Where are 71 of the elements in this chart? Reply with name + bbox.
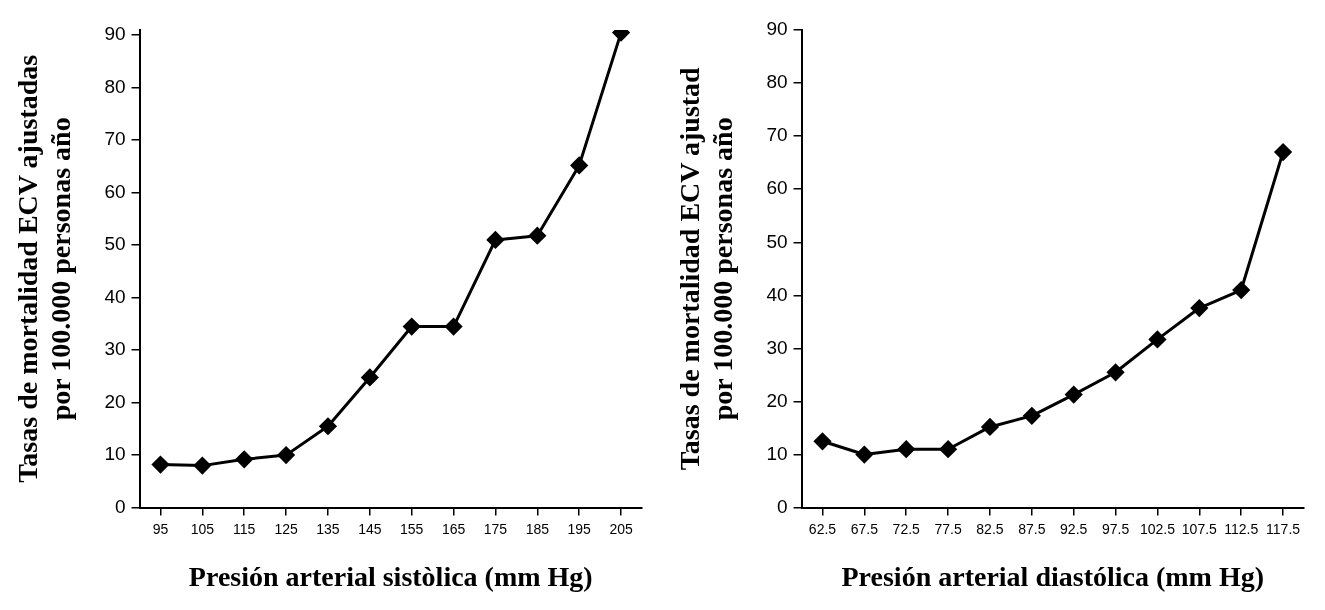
x-tick-label: 117.5 <box>1266 520 1301 537</box>
x-tick-label: 205 <box>609 520 633 537</box>
point <box>235 450 253 468</box>
x-tick-label: 135 <box>316 520 340 537</box>
point <box>361 368 379 386</box>
x-tick-label: 87.5 <box>1018 520 1046 537</box>
x-tick-label: 72.5 <box>892 520 921 537</box>
point <box>193 457 211 475</box>
x-tick-label: 185 <box>525 520 550 537</box>
point <box>445 318 463 336</box>
y-tick-label: 30 <box>766 336 788 358</box>
x-tick-label: 112.5 <box>1224 520 1259 537</box>
x-tick-label: 62.5 <box>808 520 837 537</box>
point <box>1023 407 1041 425</box>
y-tick-label: 90 <box>104 23 126 45</box>
x-axis-title: Presión arterial diastólica (mm Hg) <box>841 561 1265 593</box>
x-tick-label: 77.5 <box>934 520 962 537</box>
x-tick-label: 115 <box>233 520 256 537</box>
point <box>1232 281 1250 299</box>
y-tick-label: 60 <box>766 177 788 199</box>
x-tick-label: 92.5 <box>1060 520 1088 537</box>
x-tick-label: 105 <box>190 520 215 537</box>
y-tick-label: 20 <box>104 390 126 412</box>
x-tick-label: 145 <box>358 520 382 537</box>
point <box>1107 363 1125 381</box>
point <box>813 432 831 450</box>
y-axis-title: Tasas de mortalidad ECV ajustadas por 100.000 personas año <box>12 54 76 483</box>
x-tick-label: 107.5 <box>1181 520 1218 537</box>
y-tick-label: 20 <box>766 389 788 411</box>
x-tick-label: 102.5 <box>1139 520 1176 537</box>
point <box>981 418 999 436</box>
point <box>855 446 873 464</box>
point <box>939 440 957 458</box>
y-tick-label: 10 <box>766 442 788 464</box>
y-tick-label: 40 <box>766 283 788 305</box>
x-tick-label: 95 <box>152 520 169 537</box>
x-tick-label: 195 <box>567 520 592 537</box>
point <box>486 231 504 249</box>
y-tick-label: 0 <box>114 495 126 517</box>
x-tick-label: 67.5 <box>850 520 879 537</box>
point <box>1065 386 1083 404</box>
y-tick-label: 60 <box>104 180 126 202</box>
y-tick-label: 40 <box>104 285 126 307</box>
point <box>528 227 546 245</box>
point <box>1148 330 1166 348</box>
point <box>1190 299 1208 317</box>
y-tick-label: 90 <box>766 18 788 40</box>
point <box>319 417 337 435</box>
point <box>897 440 915 458</box>
x-tick-label: 155 <box>400 520 424 537</box>
point <box>1274 143 1292 161</box>
y-tick-label: 50 <box>766 230 788 252</box>
y-tick-label: 80 <box>104 75 126 97</box>
point <box>403 318 421 336</box>
point <box>570 156 588 174</box>
y-tick-label: 70 <box>104 128 126 150</box>
y-tick-label: 0 <box>776 495 788 517</box>
y-tick-label: 10 <box>104 443 126 465</box>
point <box>151 456 169 474</box>
y-tick-label: 70 <box>766 124 788 146</box>
x-axis-title: Presión arterial sistòlica (mm Hg) <box>188 561 593 593</box>
x-tick-label: 125 <box>274 520 298 537</box>
y-tick-label: 80 <box>766 71 788 93</box>
x-tick-label: 97.5 <box>1101 520 1130 537</box>
y-tick-label: 50 <box>104 233 126 255</box>
x-tick-label: 175 <box>483 520 508 537</box>
x-tick-label: 165 <box>441 520 466 537</box>
point <box>277 446 295 464</box>
x-tick-label: 82.5 <box>976 520 1004 537</box>
y-tick-label: 30 <box>104 338 126 360</box>
y-axis-title: Tasas de mortalidad ECV ajustad por 100.000 personas año <box>674 66 738 471</box>
